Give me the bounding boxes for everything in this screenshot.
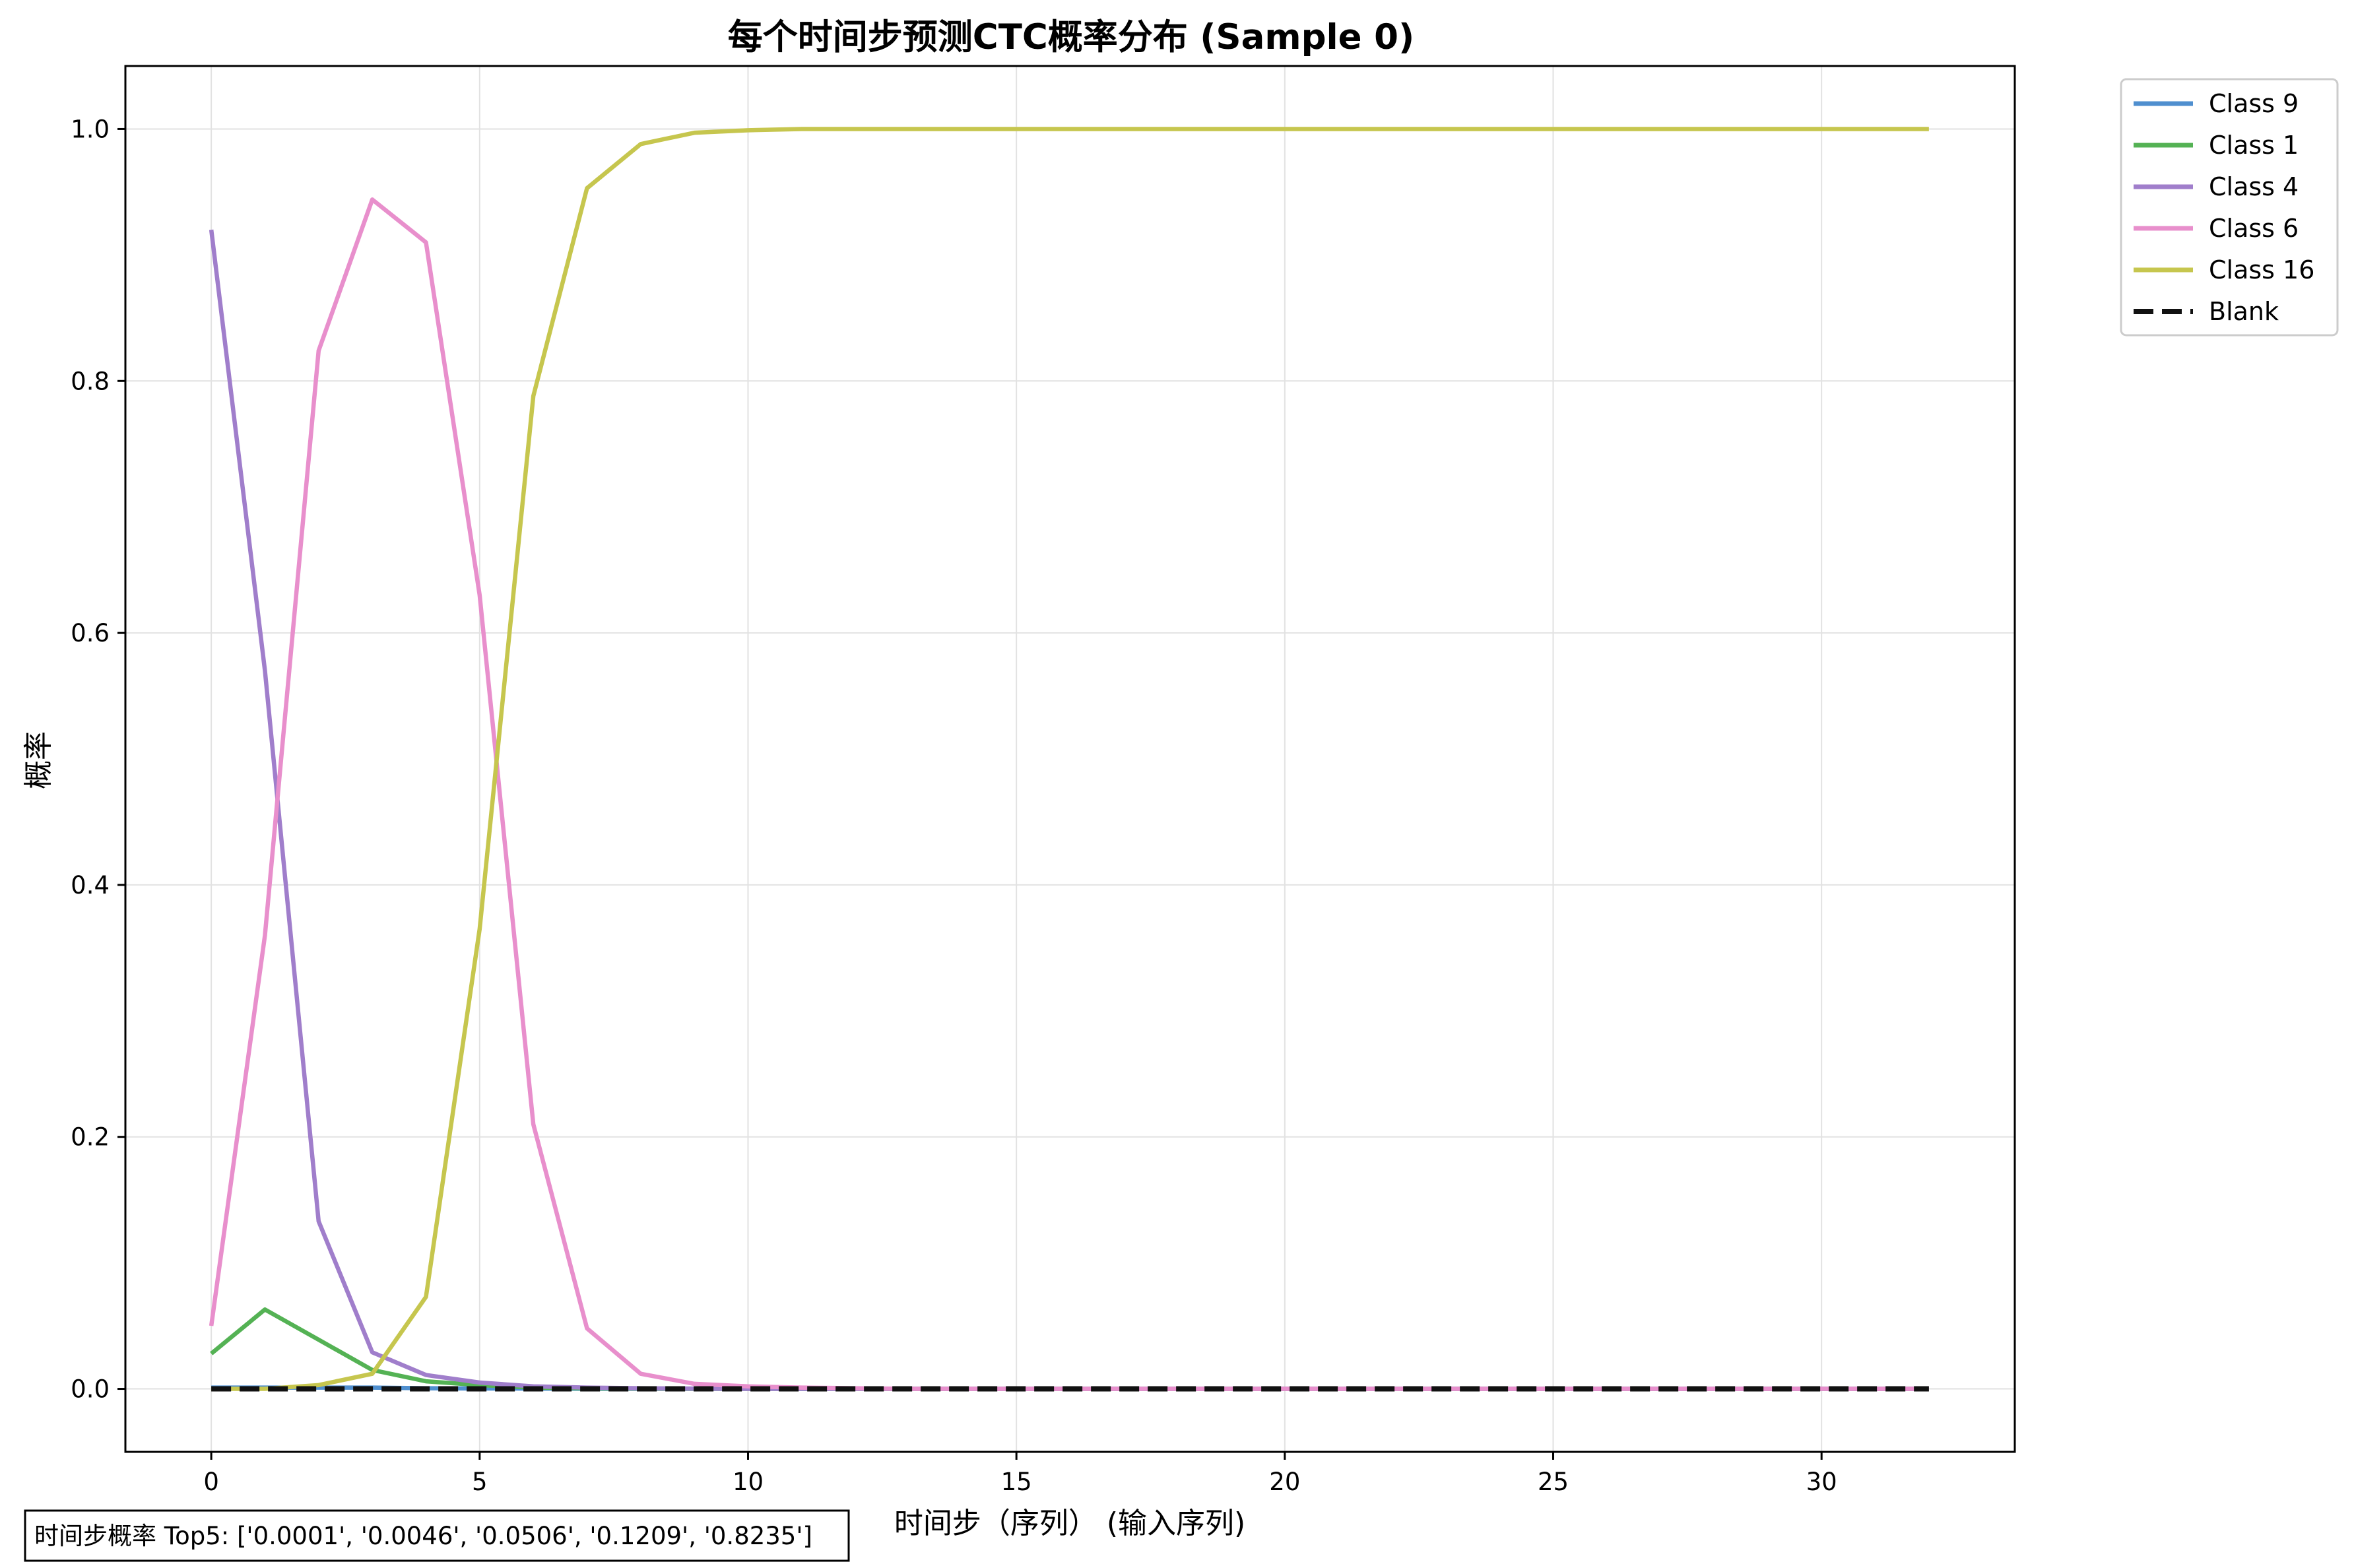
legend-label: Blank <box>2209 297 2279 326</box>
chart-title: 每个时间步预测CTC概率分布 (Sample 0) <box>728 17 1414 57</box>
y-axis-label: 概率 <box>22 731 55 789</box>
series-line-class-16 <box>211 127 1929 1391</box>
x-tick-label: 25 <box>1538 1468 1569 1496</box>
plot-frame <box>124 65 2016 1453</box>
y-tick-label: 0.0 <box>71 1375 110 1404</box>
y-tick-label: 0.8 <box>71 367 110 395</box>
y-tick-label: 0.4 <box>71 871 110 899</box>
x-tick-label: 15 <box>1001 1468 1032 1496</box>
legend-label: Class 4 <box>2209 172 2299 201</box>
axis-ticks: 0 5 10 15 20 25 30 0.0 0.2 0.4 0.6 0.8 1.0 <box>71 115 1837 1496</box>
annotation-text: 时间步概率 Top5: ['0.0001', '0.0046', '0.0506… <box>34 1522 812 1550</box>
series-lines <box>209 127 1929 1392</box>
x-tick-label: 5 <box>472 1468 488 1496</box>
y-tick-label: 0.2 <box>71 1123 110 1152</box>
y-tick-label: 0.6 <box>71 619 110 647</box>
annotation-box: 时间步概率 Top5: ['0.0001', '0.0046', '0.0506… <box>24 1509 850 1562</box>
x-tick-label: 10 <box>733 1468 764 1496</box>
x-axis-label: 时间步（序列） (输入序列) <box>894 1507 1245 1540</box>
legend: Class 9 Class 1 Class 4 Class 6 Class 16 Blan… <box>2120 78 2339 337</box>
legend-label: Class 9 <box>2209 89 2299 118</box>
y-tick-label: 1.0 <box>71 115 110 143</box>
x-tick-label: 0 <box>203 1468 219 1496</box>
legend-label: Class 6 <box>2209 214 2299 243</box>
annotation-frame <box>24 1509 850 1562</box>
x-tick-label: 30 <box>1806 1468 1837 1496</box>
legend-label: Class 16 <box>2209 255 2314 284</box>
x-tick-label: 20 <box>1269 1468 1300 1496</box>
legend-label: Class 1 <box>2209 131 2299 160</box>
